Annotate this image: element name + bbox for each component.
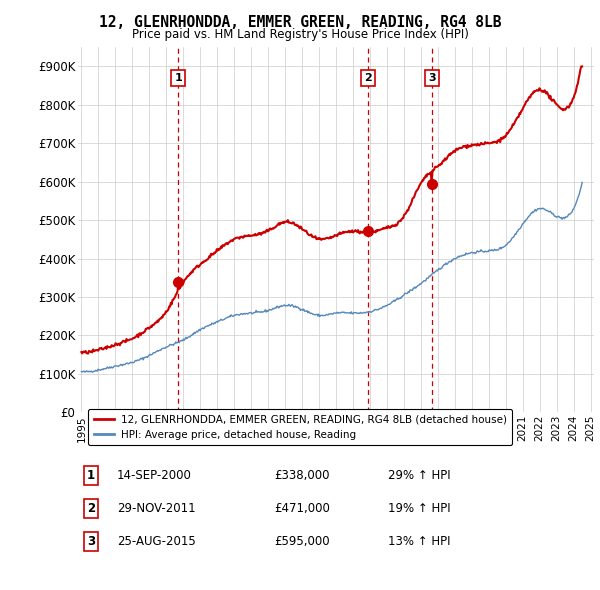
Text: 12, GLENRHONDDA, EMMER GREEN, READING, RG4 8LB: 12, GLENRHONDDA, EMMER GREEN, READING, R…: [99, 15, 501, 30]
Text: 3: 3: [428, 73, 436, 83]
Text: 1: 1: [175, 73, 182, 83]
Text: 2: 2: [365, 73, 372, 83]
Text: 14-SEP-2000: 14-SEP-2000: [116, 469, 191, 482]
Text: £338,000: £338,000: [274, 469, 329, 482]
Text: 13% ↑ HPI: 13% ↑ HPI: [388, 535, 450, 548]
Text: 25-AUG-2015: 25-AUG-2015: [116, 535, 196, 548]
Text: 3: 3: [87, 535, 95, 548]
Text: 2: 2: [87, 502, 95, 515]
Text: 29% ↑ HPI: 29% ↑ HPI: [388, 469, 450, 482]
Text: 29-NOV-2011: 29-NOV-2011: [116, 502, 196, 515]
Text: £595,000: £595,000: [274, 535, 330, 548]
Legend: 12, GLENRHONDDA, EMMER GREEN, READING, RG4 8LB (detached house), HPI: Average pr: 12, GLENRHONDDA, EMMER GREEN, READING, R…: [88, 409, 512, 445]
Text: £471,000: £471,000: [274, 502, 330, 515]
Text: 1: 1: [87, 469, 95, 482]
Text: 19% ↑ HPI: 19% ↑ HPI: [388, 502, 450, 515]
Text: Price paid vs. HM Land Registry's House Price Index (HPI): Price paid vs. HM Land Registry's House …: [131, 28, 469, 41]
